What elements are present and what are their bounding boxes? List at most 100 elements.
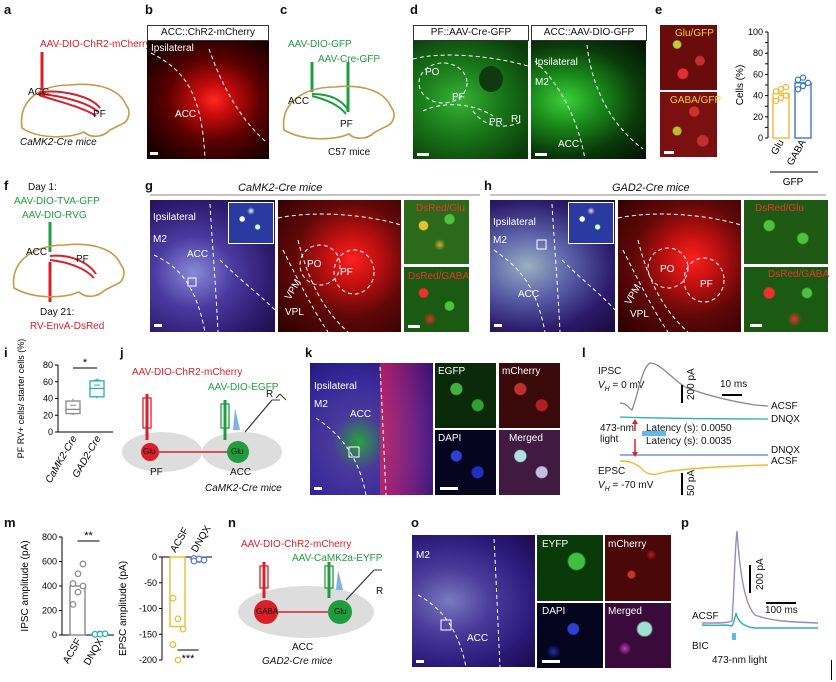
y-tick-label-i: 20 [43, 410, 53, 420]
mice-label-g: CaMK2-Cre mice [238, 182, 323, 194]
data-point-m1 [96, 630, 104, 638]
micrograph-g2 [278, 200, 401, 332]
mice-label-a: CaMK2-Cre mice [20, 137, 97, 148]
scale-bar-k1 [314, 487, 322, 490]
scale-bar-o4 [542, 660, 560, 663]
acc-label-k: ACC [350, 409, 372, 420]
data-point-e [772, 97, 780, 105]
acc-label-n: ACC [292, 642, 314, 653]
y-tick-label-e: 40 [753, 91, 763, 101]
scale-bar-k4 [440, 487, 458, 490]
scale-bar-g4 [408, 325, 420, 328]
light-label-l: 473-nm light [600, 423, 634, 445]
po-label-d: PO [425, 67, 440, 78]
y-tick-label-m2: -150 [139, 629, 157, 639]
latency1-label-l: Latency (s): 0.0050 [646, 423, 732, 434]
title-d2: ACC::AAV-DIO-GFP [531, 25, 647, 41]
panel-letter-g: g [145, 178, 153, 193]
data-point-m1 [79, 560, 87, 568]
inset-h [568, 202, 614, 244]
y-axis-label-m1: IPSC amplitude (pA) [20, 540, 31, 631]
pf-label-f: PF [76, 254, 89, 265]
micrograph-h4 [744, 267, 828, 332]
po-label-g: PO [307, 259, 322, 270]
acc-label-f: ACC [26, 247, 48, 258]
data-point-e [799, 74, 807, 81]
y-tick-label-m2: -100 [139, 604, 157, 614]
brain-diagram-a [20, 52, 130, 138]
panel-letter-l: l [582, 345, 586, 360]
day21-label-f: Day 21: [40, 307, 75, 318]
vector2-label-n: AAV-CaMK2a-EYFP [292, 553, 383, 564]
mcherry-label-k: mCherry [502, 366, 541, 377]
data-point-e [799, 82, 807, 90]
bic-label-p: BIC [692, 641, 709, 652]
y-tick-label-e: 100 [748, 27, 763, 37]
label-h4: DsRed/GABA [768, 269, 830, 280]
dapi-label-o: DAPI [542, 606, 566, 617]
y-tick-label-i: 80 [43, 360, 53, 370]
time-label-l: 10 ms [720, 379, 748, 390]
vector1-label-f: AAV-DIO-TVA-GFP [14, 196, 100, 207]
panel-letter-o: o [411, 515, 419, 530]
eyfp-label-o: EYFP [542, 539, 569, 550]
ipsi-label-h: Ipsilateral [493, 217, 536, 228]
ipsi-label-b: Ipsilateral [151, 43, 194, 54]
data-point-e [804, 79, 812, 87]
m2-label-o: M2 [416, 550, 430, 561]
panel-letter-d: d [410, 2, 418, 17]
micrograph-h2 [618, 200, 741, 332]
scale-label-p: 200 pA [755, 558, 766, 590]
vh1-label-l: VH = 0 mV [598, 380, 645, 394]
y-tick-label-m1: 400 [42, 581, 57, 591]
data-point-m2 [169, 641, 177, 648]
glu-label-n: Glu [334, 607, 347, 616]
panel-letter-h: h [484, 178, 492, 193]
y-axis-label-m2: EPSC amplitude (pA) [118, 561, 129, 656]
micrograph-o2 [537, 535, 603, 601]
micrograph-o5 [605, 603, 671, 668]
label-g4: DsRed/GABA [408, 271, 470, 282]
y-tick-label-m1: 800 [42, 532, 57, 542]
acsf1-label-l: ACSF [771, 401, 798, 412]
pr-label-d: PR [489, 117, 503, 128]
acc-label-b: ACC [175, 109, 197, 120]
panel-letter-b: b [145, 2, 153, 17]
micrograph-h1 [490, 200, 615, 332]
circuit-diagram-j [122, 393, 287, 472]
m2-label-k: M2 [314, 399, 328, 410]
light-label-p: 473-nm light [712, 655, 768, 666]
micrograph-e1 [660, 25, 717, 90]
data-point-m1 [79, 582, 87, 590]
bar-m1-acsf [69, 585, 86, 636]
mice-label-n: GAD2-Cre mice [262, 656, 333, 667]
title-d1: PF::AAV-Cre-GFP [413, 25, 529, 41]
vpl-label-h: VPL [630, 309, 649, 320]
mice-label-h: GAD2-Cre mice [612, 182, 690, 194]
vector-label-a: AAV-DIO-ChR2-mCherry [40, 39, 151, 50]
circuit-diagram-n [238, 562, 382, 638]
acc-label-g: ACC [187, 249, 209, 260]
data-point-e [777, 86, 785, 93]
panel-letter-i: i [4, 345, 8, 360]
scale-bar-e [664, 151, 674, 154]
acc-label-j: ACC [230, 467, 252, 478]
y-axis-label-e: Cells (%) [735, 65, 746, 106]
scale-bar-h1 [494, 324, 502, 327]
y-tick-label-m2: 0 [152, 552, 157, 562]
y-tick-label-e: 0 [758, 133, 763, 143]
glu2-label-j: Glu [231, 447, 244, 456]
acc-label-o: ACC [467, 633, 489, 644]
header-line-h [490, 194, 826, 196]
vpl-label-g: VPL [285, 307, 304, 318]
scale-bar-g1 [154, 324, 162, 327]
data-point-m2 [174, 656, 182, 664]
egfp-label-k: EGFP [438, 366, 466, 377]
panel-letter-j: j [120, 345, 124, 360]
gaba-label-n: GABA [256, 607, 279, 616]
data-point-m1 [74, 588, 82, 596]
inset-g [228, 202, 274, 244]
micrograph-g4 [404, 267, 469, 332]
micrograph-e2 [660, 92, 717, 157]
